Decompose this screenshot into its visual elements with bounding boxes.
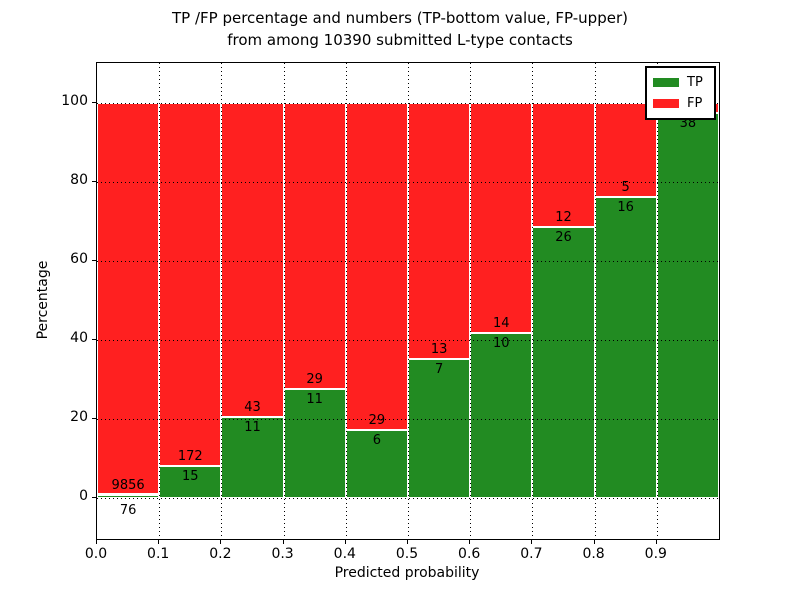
bar-segment-fp bbox=[345, 102, 408, 430]
y-tick-mark bbox=[92, 417, 96, 419]
y-tick-label: 0 bbox=[79, 487, 88, 504]
x-tick-mark bbox=[407, 539, 408, 544]
y-tick-mark bbox=[92, 259, 96, 261]
gridline-vertical bbox=[594, 63, 596, 539]
bar-segment-fp bbox=[408, 102, 471, 360]
bar-label-fp: 13 bbox=[430, 342, 448, 358]
chart-title-line2: from among 10390 submitted L-type contac… bbox=[227, 31, 573, 49]
x-tick-mark bbox=[344, 539, 346, 544]
fp-color-patch bbox=[653, 99, 679, 108]
chart-title-line1: TP /FP percentage and numbers (TP-bottom… bbox=[172, 9, 628, 27]
x-tick-mark bbox=[158, 539, 160, 544]
gridline-vertical bbox=[656, 63, 658, 539]
bar-label-tp: 10 bbox=[493, 335, 510, 351]
bar-label-tp: 16 bbox=[617, 199, 634, 215]
bar-label-tp: 6 bbox=[372, 432, 382, 448]
x-tick-mark bbox=[220, 539, 222, 544]
bar-label-tp: 26 bbox=[555, 230, 572, 246]
x-tick-mark bbox=[655, 539, 657, 544]
x-tick-label: 0.8 bbox=[582, 546, 605, 562]
legend-item-fp: FP bbox=[653, 93, 708, 114]
x-tick-label: 0.0 bbox=[84, 546, 108, 562]
bar-segment-fp bbox=[159, 102, 222, 466]
gridline-vertical bbox=[408, 63, 409, 539]
gridline-vertical bbox=[470, 63, 472, 539]
bar-segment-tp bbox=[97, 494, 160, 498]
x-tick-label: 0.3 bbox=[271, 546, 294, 562]
bar-label-fp: 29 bbox=[306, 371, 323, 387]
x-axis-label: Predicted probability bbox=[334, 565, 480, 581]
x-tick-label: 0.6 bbox=[458, 546, 481, 562]
gridline-vertical bbox=[159, 63, 161, 539]
y-tick-mark bbox=[92, 180, 96, 182]
gridline-vertical bbox=[532, 63, 534, 539]
bar-segment-fp bbox=[97, 102, 160, 495]
bar-label-tp: 76 bbox=[119, 502, 137, 518]
bar-label-tp: 11 bbox=[244, 420, 261, 436]
x-tick-label: 0.5 bbox=[395, 546, 419, 562]
plot-area: 9856 76 172 15 43 11 29 11 29 6 13 7 14 10 12 26 5 16 38 bbox=[96, 62, 720, 540]
y-tick-mark bbox=[92, 101, 96, 103]
bar-segment-fp bbox=[283, 102, 346, 389]
legend-label-fp: FP bbox=[687, 96, 703, 111]
x-tick-mark bbox=[593, 539, 595, 544]
x-tick-label: 0.1 bbox=[147, 546, 170, 562]
bar-segment-tp bbox=[159, 465, 222, 498]
bar-segment-tp bbox=[656, 112, 719, 498]
gridline-vertical bbox=[283, 63, 285, 539]
y-tick-mark bbox=[92, 338, 96, 340]
bar-label-fp: 29 bbox=[368, 412, 386, 428]
legend-item-tp: TP bbox=[653, 72, 708, 93]
bar-label-fp: 9856 bbox=[111, 477, 145, 493]
tp-color-patch bbox=[653, 78, 679, 87]
x-tick-mark bbox=[469, 539, 471, 544]
x-tick-label: 0.9 bbox=[644, 546, 667, 562]
legend-label-tp: TP bbox=[687, 75, 703, 90]
bar-segment-tp bbox=[594, 196, 657, 498]
bar-segment-tp bbox=[221, 417, 284, 498]
bar-label-fp: 12 bbox=[555, 210, 572, 226]
y-tick-label: 100 bbox=[61, 92, 88, 109]
y-tick-label: 80 bbox=[70, 171, 88, 188]
x-tick-mark bbox=[531, 539, 533, 544]
x-tick-label: 0.4 bbox=[333, 546, 356, 562]
y-tick-label: 60 bbox=[70, 250, 88, 267]
bar-label-tp: 11 bbox=[306, 391, 323, 407]
bar-segment-tp bbox=[283, 388, 346, 498]
legend-box: TP FP bbox=[645, 66, 716, 120]
bar-label-fp: 43 bbox=[244, 400, 261, 416]
gridline-vertical bbox=[221, 63, 223, 539]
bar-label-fp: 5 bbox=[621, 179, 630, 195]
bar-label-fp: 172 bbox=[177, 448, 203, 464]
y-tick-label: 20 bbox=[70, 408, 88, 425]
y-tick-label: 40 bbox=[70, 329, 88, 346]
bar-segment-tp bbox=[532, 227, 595, 498]
x-tick-mark bbox=[96, 539, 97, 544]
x-tick-mark bbox=[282, 539, 284, 544]
bar-label-tp: 15 bbox=[182, 468, 199, 484]
x-tick-label: 0.7 bbox=[520, 546, 543, 562]
bar-segment-fp bbox=[532, 102, 595, 228]
bar-segment-fp bbox=[470, 102, 533, 333]
bar-label-fp: 14 bbox=[493, 315, 510, 331]
gridline-vertical bbox=[345, 63, 347, 539]
bar-segment-tp bbox=[408, 359, 471, 498]
x-tick-label: 0.2 bbox=[209, 546, 232, 562]
y-tick-mark bbox=[92, 496, 96, 498]
bar-segment-tp bbox=[470, 332, 533, 498]
bar-label-tp: 7 bbox=[434, 362, 444, 378]
